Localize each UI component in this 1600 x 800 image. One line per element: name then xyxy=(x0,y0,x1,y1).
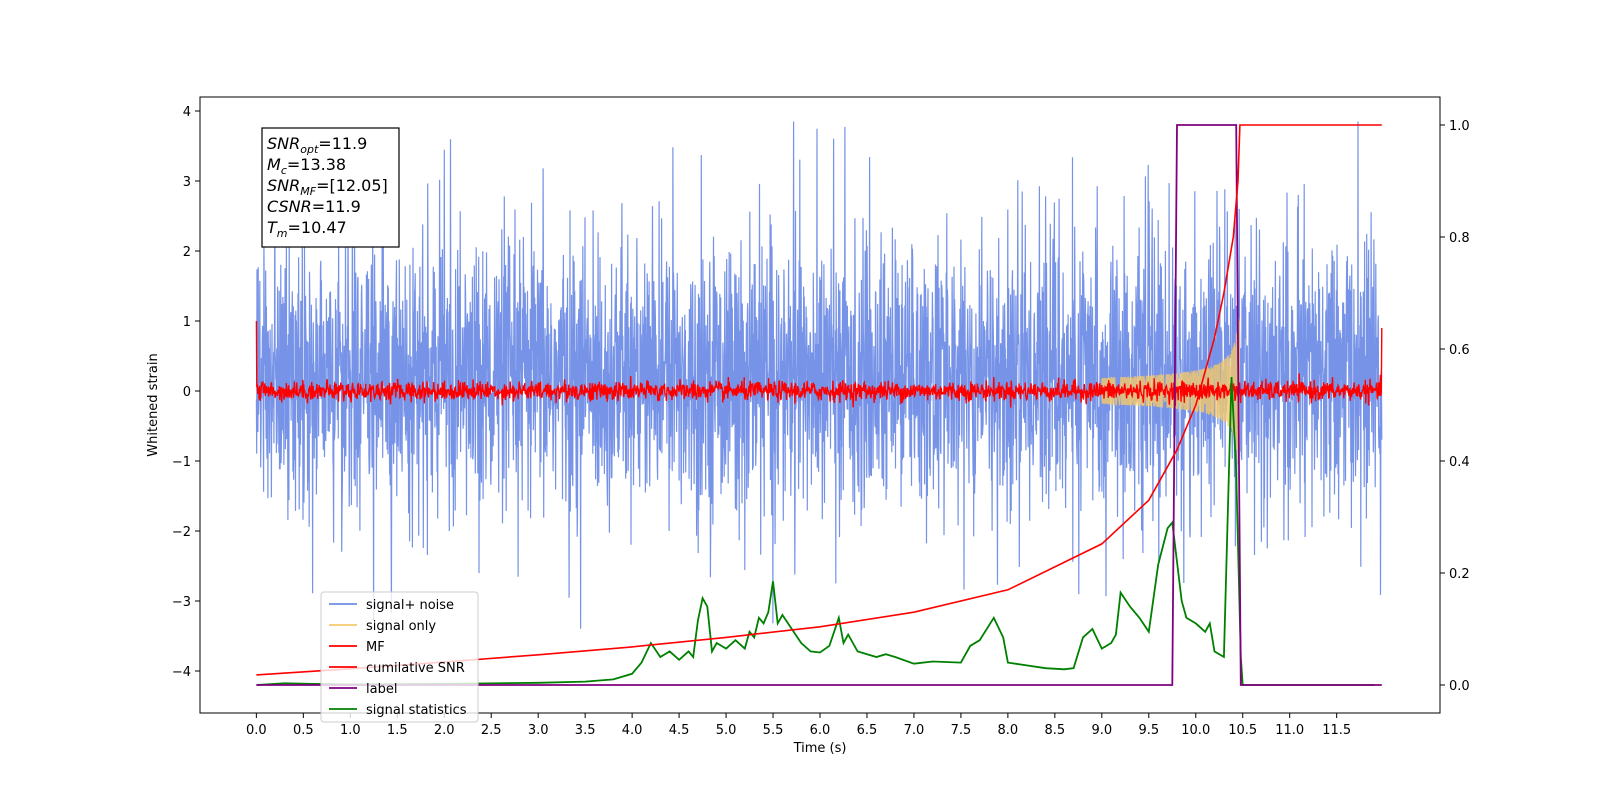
y2-tick-label: 0.6 xyxy=(1449,343,1470,358)
x-tick-label: 7.5 xyxy=(951,723,972,738)
x-tick-label: 10.5 xyxy=(1228,723,1257,738)
x-tick-label: 11.5 xyxy=(1322,723,1351,738)
series-signal-noise xyxy=(255,121,1383,629)
plot-area xyxy=(255,121,1383,686)
x-tick-label: 5.5 xyxy=(763,723,784,738)
x-tick-label: 10.0 xyxy=(1181,723,1210,738)
y2-tick-label: 1.0 xyxy=(1449,119,1470,134)
annotation-line: SNRopt=11.9 xyxy=(267,134,367,156)
x-tick-label: 0.5 xyxy=(293,723,314,738)
y-tick-label: −2 xyxy=(172,525,191,540)
y-tick-label: 2 xyxy=(183,245,191,260)
y-axis-label: Whitened strain xyxy=(146,353,161,456)
x-tick-label: 2.0 xyxy=(434,723,455,738)
legend-entry: signal statistics xyxy=(366,703,467,718)
annotation-line: Tm=10.47 xyxy=(267,218,347,240)
y-tick-label: −3 xyxy=(172,595,191,610)
annotation-line: SNRMF=[12.05] xyxy=(267,176,388,198)
series-label xyxy=(256,124,1382,686)
legend-entry: signal+ noise xyxy=(366,598,454,613)
x-tick-label: 4.5 xyxy=(669,723,690,738)
x-tick-label: 9.5 xyxy=(1138,723,1159,738)
x-tick-label: 7.0 xyxy=(904,723,925,738)
y-tick-label: 1 xyxy=(183,315,191,330)
x-tick-label: 0.0 xyxy=(246,723,267,738)
x-tick-label: 3.0 xyxy=(528,723,549,738)
x-tick-label: 8.5 xyxy=(1045,723,1066,738)
annotation-line: CSNR=11.9 xyxy=(267,197,361,216)
legend-frame xyxy=(320,591,479,723)
x-axis-label: Time (s) xyxy=(793,741,847,756)
axes: 0.0 0.5 1.0 1.5 2.0 2.5 3.0 3.5 4.0 4.5 5.0 5.5 6.0 6… xyxy=(172,105,1470,738)
x-tick-label: 6.0 xyxy=(810,723,831,738)
series-cumulative-snr xyxy=(256,124,1382,676)
y2-tick-label: 0.4 xyxy=(1449,455,1470,470)
y-tick-label: −4 xyxy=(172,665,191,680)
x-tick-label: 6.5 xyxy=(857,723,878,738)
series-mf xyxy=(255,320,1383,408)
y2-tick-label: 0.8 xyxy=(1449,231,1470,246)
x-tick-label: 11.0 xyxy=(1275,723,1304,738)
y2-tick-label: 0.0 xyxy=(1449,679,1470,694)
x-tick-label: 1.0 xyxy=(340,723,361,738)
y-tick-label: −1 xyxy=(172,455,191,470)
y2-tick-label: 0.2 xyxy=(1449,567,1470,582)
y-tick-label: 3 xyxy=(183,175,191,190)
x-tick-label: 1.5 xyxy=(387,723,408,738)
legend-entry: label xyxy=(366,682,397,697)
legend-entry: MF xyxy=(366,640,385,655)
y-tick-label: 0 xyxy=(183,385,191,400)
x-tick-label: 4.0 xyxy=(622,723,643,738)
legend: signal+ noise signal only MF cumilative SNR… xyxy=(320,591,479,723)
series-signal-statistics xyxy=(256,376,1375,686)
legend-entry: cumilative SNR xyxy=(366,661,465,676)
x-tick-label: 9.0 xyxy=(1091,723,1112,738)
annotation-line: Mc=13.38 xyxy=(267,155,346,177)
annotation-frame xyxy=(261,127,400,248)
x-tick-label: 8.0 xyxy=(998,723,1019,738)
y-tick-label: 4 xyxy=(183,105,191,120)
annotation-box: SNRopt=11.9Mc=13.38SNRMF=[12.05]CSNR=11.… xyxy=(261,127,400,248)
x-tick-label: 3.5 xyxy=(575,723,596,738)
x-tick-label: 2.5 xyxy=(481,723,502,738)
x-tick-label: 5.0 xyxy=(716,723,737,738)
legend-entry: signal only xyxy=(366,619,436,634)
